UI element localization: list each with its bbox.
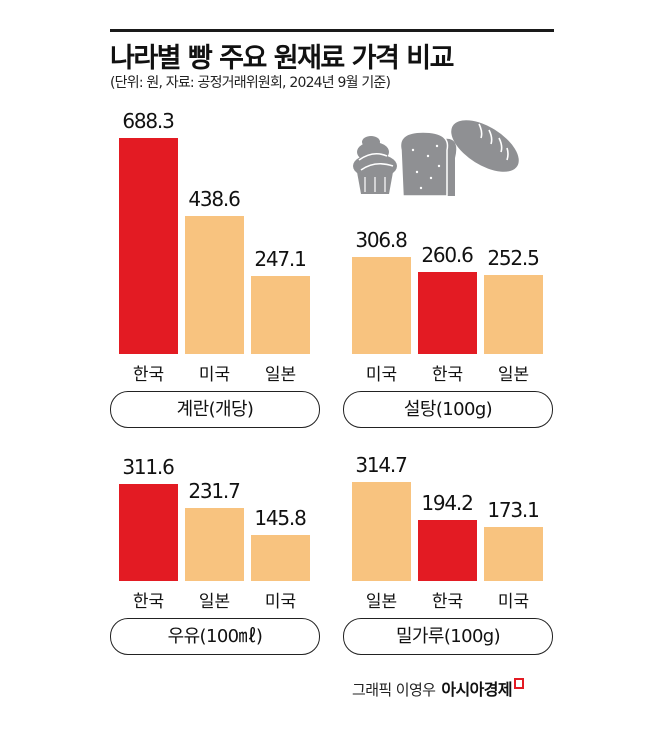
panel-label: 우유(100㎖) <box>110 618 320 655</box>
footer-credit: 그래픽 이영우 아시아경제 <box>352 676 524 700</box>
value-label: 688.3 <box>122 109 174 133</box>
graphic-credit: 그래픽 이영우 <box>352 681 436 699</box>
bar-flour-korea <box>418 520 477 581</box>
bar-sugar-korea <box>418 272 477 354</box>
bar-eggs-usa <box>185 216 244 354</box>
value-label: 438.6 <box>188 187 240 211</box>
value-label: 314.7 <box>355 453 407 477</box>
category-label: 미국 <box>365 365 398 385</box>
category-label: 일본 <box>365 592 398 612</box>
panel-label: 밀가루(100g) <box>343 618 553 655</box>
cupcake-icon <box>353 136 397 194</box>
category-label: 미국 <box>497 592 530 612</box>
bar-milk-korea <box>119 484 178 581</box>
top-rule <box>110 29 554 32</box>
panel-label: 계란(개당) <box>110 391 320 428</box>
category-label: 한국 <box>431 365 464 385</box>
bar-sugar-japan <box>484 275 543 354</box>
category-label: 미국 <box>198 365 231 385</box>
value-label: 194.2 <box>421 491 473 515</box>
value-label: 247.1 <box>254 247 306 271</box>
panel-label: 설탕(100g) <box>343 391 553 428</box>
value-label: 306.8 <box>355 228 407 252</box>
category-label: 한국 <box>132 592 165 612</box>
value-label: 260.6 <box>421 243 473 267</box>
value-label: 145.8 <box>254 506 306 530</box>
bar-eggs-japan <box>251 276 310 354</box>
category-label: 한국 <box>132 365 165 385</box>
category-label: 한국 <box>431 592 464 612</box>
baguette-icon <box>451 120 519 172</box>
logo-mark-icon <box>513 678 524 689</box>
page-title: 나라별 빵 주요 원재료 가격 비교 <box>110 43 454 74</box>
page-subtitle: (단위: 원, 자료: 공정거래위원회, 2024년 9월 기준) <box>110 75 391 91</box>
value-label: 231.7 <box>188 479 240 503</box>
bar-eggs-korea <box>119 138 178 354</box>
bar-flour-usa <box>484 527 543 581</box>
bakery-icons <box>353 120 519 197</box>
bar-flour-japan <box>352 482 411 581</box>
bread-loaf-icon <box>399 131 457 197</box>
category-label: 일본 <box>497 365 530 385</box>
bar-sugar-usa <box>352 257 411 354</box>
publisher-logo: 아시아경제 <box>441 680 512 699</box>
category-label: 일본 <box>198 592 231 612</box>
value-label: 173.1 <box>487 498 539 522</box>
bar-milk-usa <box>251 535 310 581</box>
category-label: 일본 <box>264 365 297 385</box>
value-label: 311.6 <box>122 455 174 479</box>
bar-milk-japan <box>185 508 244 581</box>
value-label: 252.5 <box>487 246 539 270</box>
category-label: 미국 <box>264 592 297 612</box>
